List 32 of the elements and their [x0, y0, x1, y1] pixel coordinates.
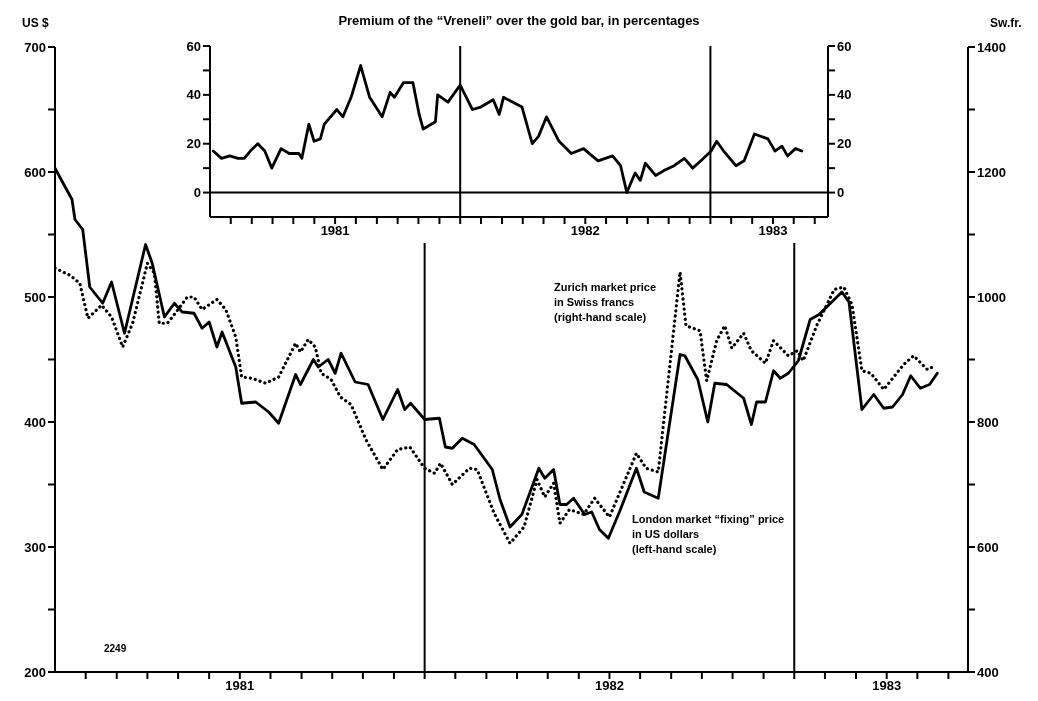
y-tick-label: 60 [186, 38, 201, 54]
y-tick-label: 600 [24, 164, 46, 180]
y-tick-label: 400 [24, 414, 46, 430]
x-tick-label: 1983 [758, 223, 788, 239]
y2-tick-label: 800 [977, 414, 999, 430]
y-axis-title: US $ [22, 15, 49, 32]
y2-tick-label: 20 [837, 136, 852, 152]
y2-axis-title: Sw.fr. [990, 15, 1022, 32]
y2-tick-label: 60 [837, 38, 852, 54]
y-tick-label: 40 [186, 87, 201, 103]
annotation: 2249 [104, 642, 127, 656]
series-label: Zurich market price in Swiss francs (right-hand scale) [554, 280, 657, 325]
y-tick-label: 200 [24, 664, 46, 680]
x-tick-label: 1982 [594, 678, 624, 694]
x-tick-label: 1983 [872, 678, 902, 694]
y2-tick-label: 400 [977, 664, 999, 680]
y2-tick-label: 1000 [977, 289, 1006, 305]
y2-tick-label: 0 [837, 185, 845, 201]
y-tick-label: 500 [24, 289, 46, 305]
chart-title: Premium of the “Vreneli” over the gold bar, in percentages [337, 12, 701, 30]
y-tick-label: 300 [24, 539, 46, 555]
x-tick-label: 1981 [320, 223, 350, 239]
y-tick-label: 0 [193, 185, 201, 201]
x-tick-label: 1981 [225, 678, 255, 694]
y-tick-label: 20 [186, 136, 201, 152]
y2-tick-label: 40 [837, 87, 852, 103]
x-tick-label: 1982 [570, 223, 600, 239]
series-label: London market “fixing” price in US dollars (left-hand scale) [632, 512, 785, 557]
y2-tick-label: 1400 [977, 39, 1006, 55]
y2-tick-label: 1200 [977, 164, 1006, 180]
y-tick-label: 700 [24, 39, 46, 55]
y2-tick-label: 600 [977, 539, 999, 555]
